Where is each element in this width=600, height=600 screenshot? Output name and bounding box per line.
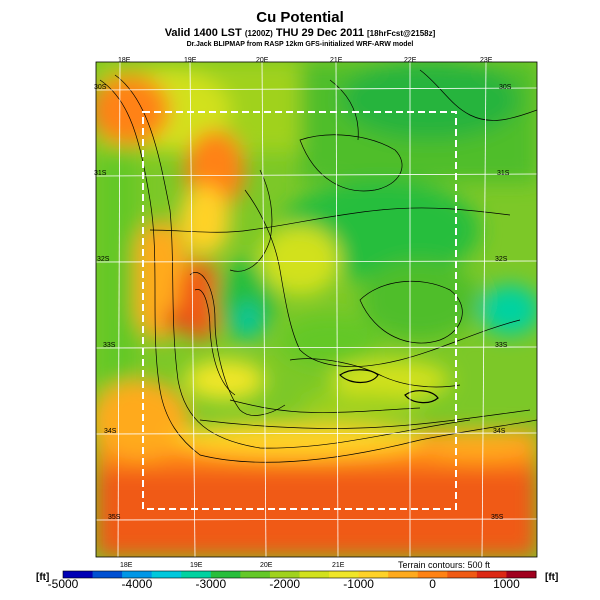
bottom-lon-label: 18E bbox=[120, 562, 133, 569]
colorbar-segment bbox=[506, 571, 537, 578]
terrain-contour-note: Terrain contours: 500 ft bbox=[398, 560, 491, 570]
colorbar-tick-label: -1000 bbox=[343, 577, 374, 591]
right-lat-label: 31S bbox=[497, 170, 510, 177]
colorbar-segment bbox=[92, 571, 123, 578]
map-border bbox=[95, 61, 538, 558]
right-lat-label: 34S bbox=[493, 428, 506, 435]
right-lat-label: 30S bbox=[499, 84, 512, 91]
top-lon-label: 21E bbox=[330, 57, 343, 64]
terrain-contours bbox=[99, 69, 537, 463]
colorbar-segment bbox=[358, 571, 389, 578]
colorbar-tick-label: 1000 bbox=[493, 577, 520, 591]
colorbar-segment bbox=[210, 571, 241, 578]
colorbar-segment bbox=[447, 571, 478, 578]
bottom-lon-label: 21E bbox=[332, 562, 345, 569]
colorbar-segment bbox=[181, 571, 212, 578]
colorbar-tick-label: -5000 bbox=[47, 577, 79, 591]
colorbar-unit-right: [ft] bbox=[545, 572, 559, 583]
valid-line: Valid 1400 LST bbox=[164, 27, 242, 39]
bottom-lon-label: 19E bbox=[190, 562, 203, 569]
inner-domain-box bbox=[142, 111, 457, 510]
left-lat-label: 34S bbox=[104, 428, 117, 435]
left-lat-label: 31S bbox=[94, 170, 107, 177]
colorbar-segment bbox=[269, 571, 300, 578]
colorbar-segment bbox=[122, 571, 153, 578]
top-lon-label: 18E bbox=[118, 57, 131, 64]
top-lon-label: 23E bbox=[480, 57, 493, 64]
colorbar-tick-label: -4000 bbox=[121, 577, 153, 591]
model-credit: Dr.Jack BLIPMAP from RASP 12km GFS-initi… bbox=[186, 41, 414, 48]
colorbar-segment bbox=[151, 571, 182, 578]
colorbar-frame bbox=[62, 570, 537, 579]
right-lat-label: 32S bbox=[495, 256, 508, 263]
valid-time-line: Valid 1400 LST (1200Z) THU 29 Dec 2011 [… bbox=[0, 27, 600, 39]
colorbar-tick-label: -3000 bbox=[195, 577, 227, 591]
colorbar-segment bbox=[417, 571, 448, 578]
colorbar-segment bbox=[388, 571, 419, 578]
colorbar-segment bbox=[63, 571, 94, 578]
valid-date: THU 29 Dec 2011 bbox=[275, 27, 364, 39]
right-lat-label: 35S bbox=[491, 514, 504, 521]
lat-lon-grid bbox=[96, 62, 537, 557]
colorbar bbox=[63, 571, 537, 578]
colorbar-segment bbox=[299, 571, 330, 578]
chart-title: Cu Potential bbox=[256, 9, 344, 26]
left-lat-label: 32S bbox=[97, 256, 110, 263]
colorbar-segment bbox=[240, 571, 271, 578]
right-lat-label: 33S bbox=[495, 342, 508, 349]
colorbar-tick-label: -2000 bbox=[269, 577, 301, 591]
colorbar-unit-left: [ft] bbox=[36, 572, 50, 583]
colorbar-tick-label: 0 bbox=[429, 577, 436, 591]
valid-code: (1200Z) bbox=[244, 29, 273, 38]
top-lon-label: 20E bbox=[256, 57, 269, 64]
bottom-lon-label: 20E bbox=[260, 562, 273, 569]
colorbar-segment bbox=[329, 571, 360, 578]
top-lon-label: 22E bbox=[404, 57, 417, 64]
colorbar-segment bbox=[476, 571, 507, 578]
top-lon-label: 19E bbox=[184, 57, 197, 64]
cu-potential-field bbox=[96, 62, 537, 557]
left-lat-label: 30S bbox=[94, 84, 107, 91]
left-lat-label: 33S bbox=[103, 342, 116, 349]
run-info: [18hrFcst@2158z] bbox=[367, 29, 436, 38]
left-lat-label: 35S bbox=[108, 514, 121, 521]
